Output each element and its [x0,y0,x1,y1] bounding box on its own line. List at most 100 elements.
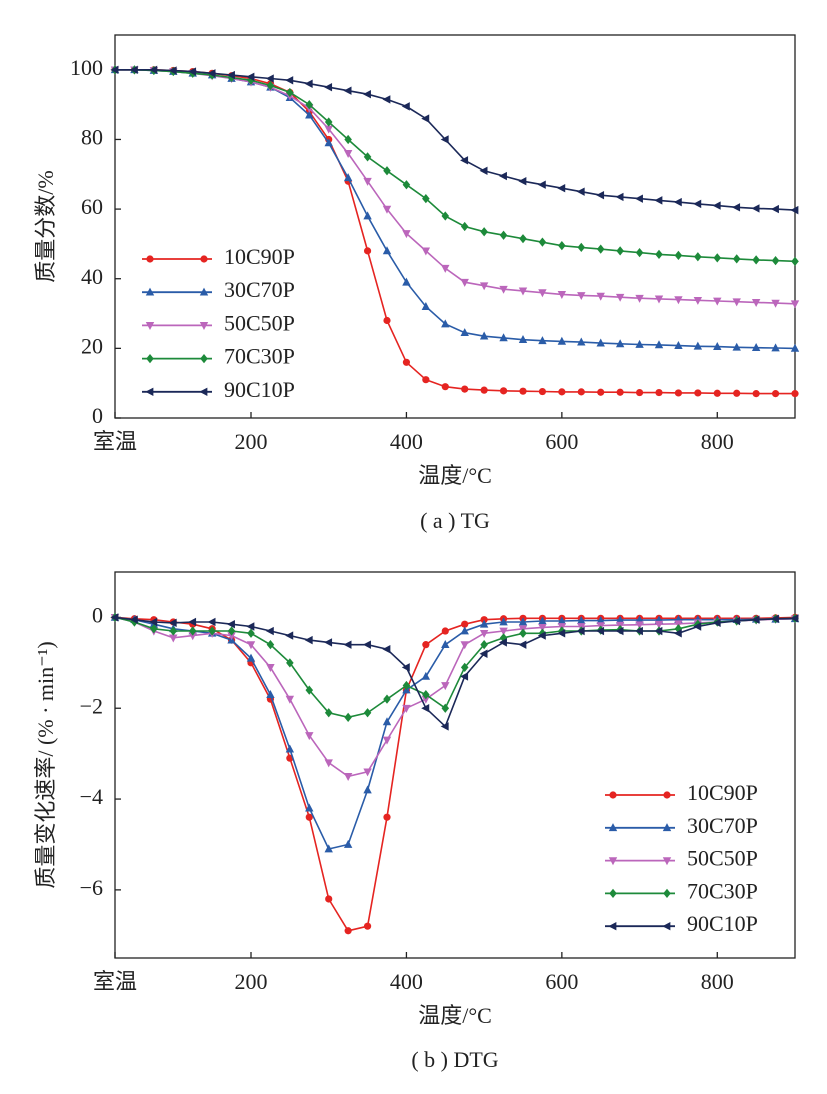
marker [343,640,352,649]
marker [401,663,410,672]
marker [402,358,411,366]
marker [479,331,489,340]
marker [479,629,489,638]
marker [402,680,411,691]
marker [480,227,488,237]
series-line [115,69,795,395]
legend-marker [609,791,617,799]
marker [324,844,333,853]
marker [577,292,586,301]
marker [150,624,158,634]
marker [129,615,138,624]
marker [285,631,294,640]
marker [246,72,255,81]
y-tick-label: 0 [92,602,103,627]
marker [596,292,605,301]
marker [751,343,761,352]
marker [343,839,353,848]
series-line [114,616,796,778]
marker [382,246,392,255]
legend-label: 10C90P [224,244,295,269]
marker [226,70,235,80]
legend-marker [200,353,208,364]
marker [519,387,527,395]
marker [441,383,449,391]
marker [693,199,702,209]
marker [363,247,372,255]
marker [460,641,469,650]
marker [654,626,663,636]
marker [285,76,294,85]
marker [499,230,508,240]
y-tick-label: 40 [81,264,103,289]
legend-label: 50C50P [687,846,758,871]
marker [383,813,391,821]
marker [460,328,469,337]
marker [188,617,197,627]
marker [227,626,236,636]
marker [324,125,333,134]
marker [790,343,800,352]
marker [634,626,643,636]
marker [790,614,799,623]
marker [266,80,275,91]
marker [498,638,507,647]
marker [577,388,585,396]
marker [265,74,274,83]
y-tick-label: 100 [70,55,103,80]
marker [460,672,469,681]
marker [596,190,605,200]
series-line [115,69,796,211]
y-axis-label: 质量分数/% [33,170,58,282]
marker [576,626,585,636]
marker [694,252,702,262]
marker [518,335,528,344]
marker [343,86,352,95]
marker [226,620,235,629]
x-tick-label: 室温 [93,429,137,454]
marker [558,241,566,251]
marker [499,387,508,395]
marker [247,628,255,638]
marker [305,110,314,119]
marker [421,704,430,713]
x-tick-label: 400 [390,969,423,994]
marker [363,211,372,220]
marker [771,390,780,398]
x-axis-label: 温度/°C [418,463,492,488]
marker [712,618,721,628]
marker [518,177,527,186]
marker [499,627,508,636]
marker [421,671,431,680]
marker [362,89,371,99]
x-tick-label: 室温 [93,969,137,994]
marker [207,69,216,78]
marker [441,640,450,649]
marker [324,638,333,647]
legend-marker [145,387,154,396]
marker [383,694,391,704]
marker [304,79,313,88]
marker [674,250,683,261]
marker [538,616,547,625]
legend-marker [145,287,155,296]
marker [596,244,605,254]
legend-marker [199,322,209,331]
marker [615,615,625,624]
chart: 室温 200 400 600 800 −6 −4 −2 0 温度/°C 质量变化速率/ (% · m… [33,571,800,1072]
marker [208,626,216,636]
x-axis-label: 温度/°C [418,1003,492,1028]
marker [305,732,314,741]
marker [363,785,372,794]
marker [402,277,411,286]
marker [752,255,760,265]
marker [344,927,352,935]
marker [110,65,119,75]
marker [713,389,721,397]
marker [519,628,527,638]
series-line [115,69,796,350]
marker [324,138,333,147]
marker [441,211,450,221]
